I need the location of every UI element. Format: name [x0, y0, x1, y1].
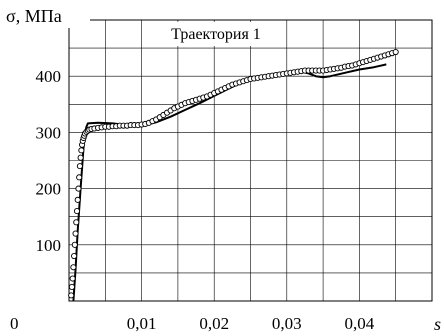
- data-point: [70, 264, 77, 271]
- data-point: [73, 208, 81, 215]
- x-tick-label: 0,02: [199, 314, 229, 333]
- legend-label: Траектория 1: [171, 26, 261, 43]
- x-tick-label: 0,01: [127, 314, 157, 333]
- data-point: [68, 283, 75, 291]
- x-tick-label: 0: [10, 314, 19, 333]
- series-layer: [68, 48, 399, 302]
- data-point: [71, 241, 78, 248]
- y-tick-label: 400: [36, 67, 62, 86]
- data-point: [76, 174, 83, 181]
- legend-box: [149, 22, 283, 46]
- plot-frame: [68, 19, 433, 302]
- data-point: [72, 230, 79, 237]
- y-tick-label: 100: [36, 236, 62, 255]
- data-point: [76, 163, 83, 170]
- y-tick-label: 300: [36, 123, 62, 142]
- data-point: [73, 219, 80, 226]
- series-line: [72, 63, 387, 302]
- data-point: [69, 275, 76, 282]
- data-point: [392, 48, 399, 56]
- x-tick-label: 0,03: [272, 314, 302, 333]
- data-point: [68, 292, 75, 299]
- y-axis-label-background: [0, 4, 90, 28]
- y-tick-labels: 100 200 300 400: [36, 67, 62, 255]
- x-tick-label: 0,04: [345, 314, 375, 333]
- data-point: [78, 147, 85, 154]
- data-point: [74, 196, 81, 203]
- grid: [69, 20, 432, 301]
- data-point: [71, 252, 78, 260]
- data-point: [75, 185, 82, 192]
- x-tick-labels: 0 0,01 0,02 0,03 0,04: [10, 314, 375, 333]
- y-axis-label: σ, МПа: [6, 6, 62, 26]
- data-point: [77, 154, 84, 161]
- x-axis-label: s: [434, 314, 441, 334]
- y-tick-label: 200: [36, 180, 62, 199]
